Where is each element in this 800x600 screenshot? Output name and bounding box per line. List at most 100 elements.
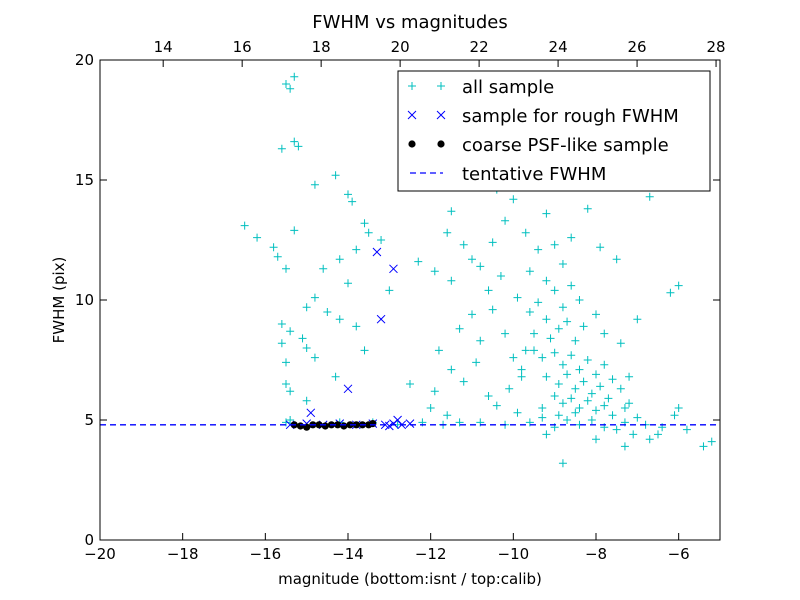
data-point [554,380,563,388]
data-point [587,416,596,424]
data-point [592,370,600,379]
data-point [567,233,576,242]
data-point [538,413,547,422]
data-point [699,442,708,451]
data-point [344,190,352,199]
x-tick-label: −18 [167,545,199,563]
data-point [550,348,559,357]
x-tick-label: −20 [84,545,116,563]
x-tick-label: −10 [498,545,530,563]
data-point [563,317,572,326]
x-tick-label: −16 [250,545,282,563]
data-point [534,245,543,254]
data-point [430,387,439,396]
data-point [405,419,415,428]
data-point [604,394,613,403]
data-point [459,240,468,249]
data-point [335,315,344,324]
data-point [340,422,348,430]
data-point [501,216,510,225]
legend-marker [436,110,446,120]
data-point [472,358,481,367]
data-point [538,353,547,362]
data-point [550,286,559,295]
data-point [558,303,567,312]
data-point [538,404,547,412]
data-point [282,380,290,388]
data-point [592,435,600,444]
data-point [240,221,249,230]
data-point [567,281,576,290]
data-point [645,435,654,444]
data-point [484,392,493,400]
data-point [592,406,600,415]
data-point [550,240,559,249]
x-axis-title: magnitude (bottom:isnt / top:calib) [278,570,542,588]
y-tick-label: 0 [84,531,94,549]
data-point [335,255,344,264]
data-point [682,425,691,434]
data-point [554,324,563,333]
data-point [377,236,386,244]
y-tick-label: 20 [75,51,94,69]
data-point [530,329,538,338]
data-point [583,396,592,405]
data-point [567,351,576,360]
data-point [596,243,605,252]
x-tick-label: −12 [415,545,447,563]
data-point [525,418,534,427]
data-point [286,416,295,424]
data-point [571,384,580,393]
data-point [616,384,625,393]
data-point [447,365,456,374]
data-point [364,228,373,237]
data-point [290,137,299,146]
x-tick-label: −8 [585,545,607,563]
data-point [542,372,551,381]
data-point [331,171,340,180]
data-point [563,370,572,379]
data-point [414,257,423,266]
y-tick-label: 15 [75,171,94,189]
data-point [600,360,609,369]
data-point [583,356,592,364]
data-point [558,360,567,369]
data-point [443,411,452,420]
data-point [592,310,600,319]
data-point [542,315,551,324]
data-point [616,339,625,348]
x-tick-label: −6 [668,545,690,563]
data-point [513,408,522,417]
data-point [666,288,675,297]
data-point [290,226,299,235]
data-point [517,365,526,374]
top-x-tick-label: 22 [470,38,489,56]
data-point [496,272,505,280]
top-x-tick-label: 18 [312,38,331,56]
data-point [563,416,572,424]
data-point [286,387,295,396]
data-point [567,394,576,403]
data-point [525,308,534,316]
legend-label-rough-fwhm: sample for rough FWHM [462,106,679,127]
data-point [550,392,559,400]
data-point [492,401,501,410]
data-point [476,262,485,271]
data-point [306,408,316,418]
data-point [343,384,353,394]
data-point [348,197,357,206]
data-point [459,377,468,386]
data-point [372,247,382,257]
data-point [310,353,319,362]
data-point [298,334,307,343]
legend-marker [408,140,416,148]
chart-title: FWHM vs magnitudes [312,12,507,33]
data-point [521,228,530,237]
data-point [625,399,634,408]
data-point [352,421,360,429]
data-point [542,209,551,218]
data-point [406,380,414,388]
data-point [369,420,377,428]
legend: all sample sample for rough FWHM coarse … [397,70,711,192]
data-point [509,353,518,362]
